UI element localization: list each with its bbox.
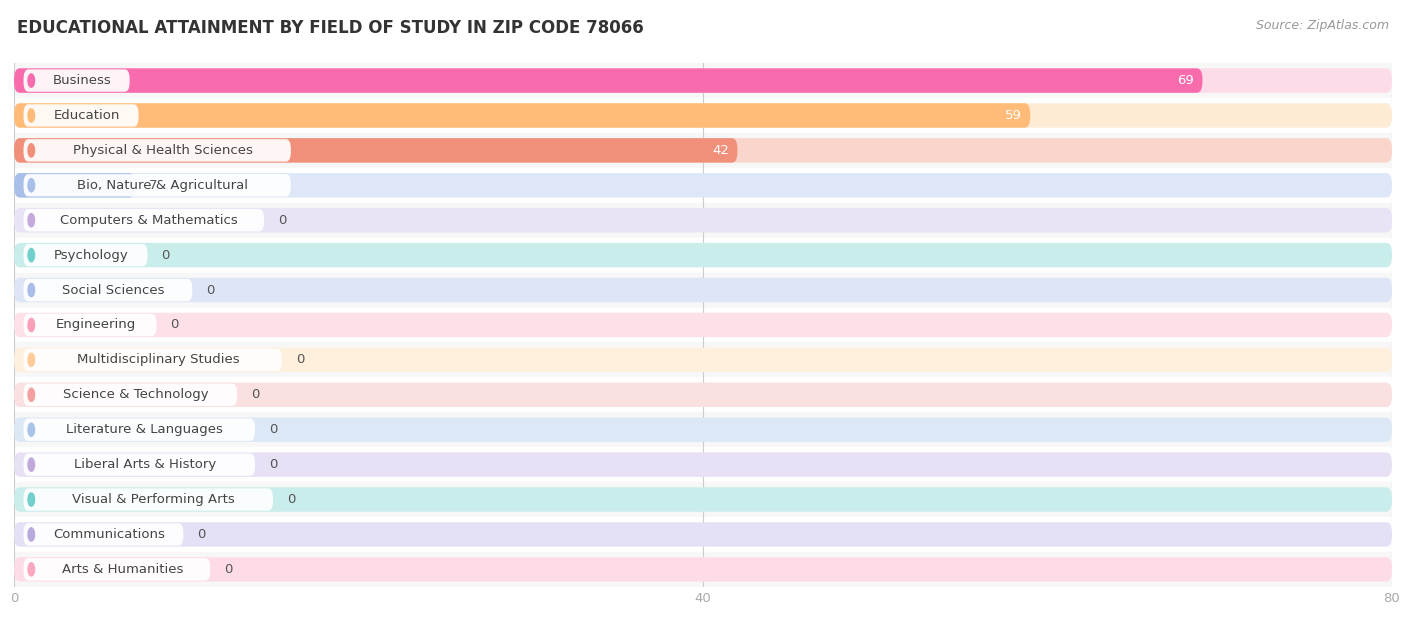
Bar — [14, 517, 1392, 552]
Text: Engineering: Engineering — [55, 319, 136, 331]
Text: Science & Technology: Science & Technology — [63, 388, 208, 401]
FancyBboxPatch shape — [14, 522, 1392, 546]
Text: 0: 0 — [207, 283, 215, 297]
FancyBboxPatch shape — [14, 243, 1392, 268]
Text: Business: Business — [53, 74, 111, 87]
FancyBboxPatch shape — [14, 208, 1392, 232]
Text: Liberal Arts & History: Liberal Arts & History — [73, 458, 217, 471]
Text: Computers & Mathematics: Computers & Mathematics — [60, 214, 238, 227]
Text: Literature & Languages: Literature & Languages — [66, 423, 224, 436]
FancyBboxPatch shape — [24, 209, 264, 232]
Circle shape — [28, 283, 35, 297]
Text: 0: 0 — [224, 563, 232, 576]
Circle shape — [28, 493, 35, 506]
Text: 0: 0 — [287, 493, 295, 506]
Circle shape — [28, 458, 35, 471]
FancyBboxPatch shape — [14, 487, 1392, 512]
FancyBboxPatch shape — [14, 138, 1392, 163]
Circle shape — [28, 528, 35, 541]
Circle shape — [28, 423, 35, 437]
FancyBboxPatch shape — [24, 69, 129, 91]
FancyBboxPatch shape — [24, 488, 273, 510]
FancyBboxPatch shape — [24, 349, 281, 371]
Text: 0: 0 — [295, 353, 304, 367]
FancyBboxPatch shape — [24, 139, 291, 162]
Text: 0: 0 — [269, 458, 277, 471]
Circle shape — [28, 388, 35, 401]
Text: Education: Education — [53, 109, 120, 122]
Text: 59: 59 — [1005, 109, 1022, 122]
FancyBboxPatch shape — [24, 279, 193, 301]
Bar — [14, 307, 1392, 343]
Text: Arts & Humanities: Arts & Humanities — [62, 563, 183, 576]
Circle shape — [28, 563, 35, 576]
FancyBboxPatch shape — [14, 452, 1392, 477]
FancyBboxPatch shape — [14, 313, 1392, 337]
Text: 0: 0 — [197, 528, 205, 541]
Bar — [14, 377, 1392, 412]
Text: EDUCATIONAL ATTAINMENT BY FIELD OF STUDY IN ZIP CODE 78066: EDUCATIONAL ATTAINMENT BY FIELD OF STUDY… — [17, 19, 644, 37]
FancyBboxPatch shape — [14, 103, 1031, 127]
Text: Source: ZipAtlas.com: Source: ZipAtlas.com — [1256, 19, 1389, 32]
Text: 0: 0 — [162, 249, 170, 262]
Text: Psychology: Psychology — [53, 249, 128, 262]
FancyBboxPatch shape — [24, 174, 291, 196]
FancyBboxPatch shape — [14, 173, 135, 198]
FancyBboxPatch shape — [24, 523, 183, 546]
Text: Visual & Performing Arts: Visual & Performing Arts — [73, 493, 235, 506]
Bar — [14, 343, 1392, 377]
Bar — [14, 552, 1392, 587]
Text: 7: 7 — [149, 179, 157, 192]
FancyBboxPatch shape — [14, 138, 738, 163]
FancyBboxPatch shape — [14, 348, 1392, 372]
FancyBboxPatch shape — [24, 454, 254, 476]
Bar — [14, 203, 1392, 238]
Circle shape — [28, 144, 35, 157]
Bar — [14, 482, 1392, 517]
FancyBboxPatch shape — [14, 418, 1392, 442]
Bar — [14, 412, 1392, 447]
Text: 0: 0 — [170, 319, 179, 331]
Text: 0: 0 — [250, 388, 259, 401]
Bar — [14, 98, 1392, 133]
Bar — [14, 447, 1392, 482]
Text: Social Sciences: Social Sciences — [62, 283, 165, 297]
FancyBboxPatch shape — [14, 68, 1392, 93]
FancyBboxPatch shape — [14, 278, 1392, 302]
FancyBboxPatch shape — [14, 382, 1392, 407]
Circle shape — [28, 318, 35, 332]
FancyBboxPatch shape — [24, 314, 156, 336]
FancyBboxPatch shape — [24, 104, 139, 127]
FancyBboxPatch shape — [24, 384, 238, 406]
Text: 0: 0 — [278, 214, 287, 227]
Bar — [14, 238, 1392, 273]
FancyBboxPatch shape — [24, 558, 211, 581]
Bar — [14, 273, 1392, 307]
Text: 0: 0 — [269, 423, 277, 436]
FancyBboxPatch shape — [14, 557, 1392, 582]
Text: Bio, Nature & Agricultural: Bio, Nature & Agricultural — [77, 179, 249, 192]
Circle shape — [28, 249, 35, 262]
Circle shape — [28, 179, 35, 192]
Bar — [14, 133, 1392, 168]
Text: Communications: Communications — [53, 528, 165, 541]
Circle shape — [28, 74, 35, 87]
Text: Multidisciplinary Studies: Multidisciplinary Studies — [77, 353, 239, 367]
Bar — [14, 168, 1392, 203]
Circle shape — [28, 353, 35, 367]
Circle shape — [28, 213, 35, 227]
Circle shape — [28, 109, 35, 122]
FancyBboxPatch shape — [14, 103, 1392, 127]
FancyBboxPatch shape — [14, 68, 1202, 93]
Bar — [14, 63, 1392, 98]
FancyBboxPatch shape — [24, 244, 148, 266]
Text: 69: 69 — [1177, 74, 1194, 87]
FancyBboxPatch shape — [14, 173, 1392, 198]
FancyBboxPatch shape — [24, 418, 254, 441]
Text: 42: 42 — [711, 144, 728, 157]
Text: Physical & Health Sciences: Physical & Health Sciences — [73, 144, 253, 157]
